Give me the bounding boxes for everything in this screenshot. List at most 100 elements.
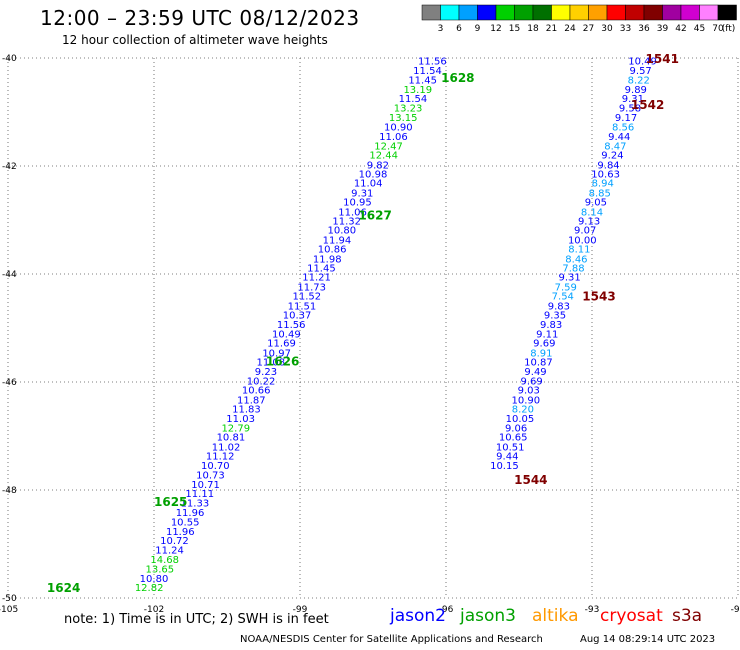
legend-altika: altika — [532, 606, 579, 626]
data-point-label: 11.83 — [232, 404, 261, 415]
data-point-label: 14.68 — [150, 555, 179, 566]
time-label: 1626 — [266, 354, 299, 368]
y-tick-label: -42 — [2, 162, 17, 172]
data-point-label: 9.17 — [615, 113, 637, 124]
data-point-label: 10.55 — [171, 517, 200, 528]
colorbar-label: 36 — [638, 24, 650, 34]
data-point-label: 9.23 — [255, 367, 277, 378]
data-point-label: 9.35 — [544, 311, 566, 322]
colorbar-label: 3 — [438, 24, 444, 34]
data-point-label: 11.21 — [302, 273, 331, 284]
colorbar-label: 6 — [456, 24, 462, 34]
data-point-label: 11.12 — [206, 451, 235, 462]
colorbar-swatch — [588, 4, 608, 21]
data-point-label: 11.98 — [313, 254, 342, 265]
legend-jason3: jason3 — [460, 606, 516, 626]
footer-credit: NOAA/NESDIS Center for Satellite Applica… — [240, 634, 543, 645]
data-point-label: 9.06 — [505, 423, 527, 434]
data-point-label: 8.91 — [530, 348, 552, 359]
colorbar-swatch — [569, 4, 589, 21]
data-point-label: 9.13 — [578, 217, 600, 228]
data-point-label: 11.06 — [338, 207, 367, 218]
data-point-label: 9.83 — [548, 301, 570, 312]
x-tick-label: -93 — [585, 605, 600, 615]
time-label: 1542 — [631, 98, 664, 112]
x-tick-label: -96 — [439, 605, 454, 615]
data-point-label: 9.69 — [533, 339, 555, 350]
data-point-label: 10.65 — [499, 433, 528, 444]
colorbar-swatch — [551, 4, 571, 21]
data-point-label: 10.51 — [496, 442, 525, 453]
data-point-label: 9.24 — [601, 151, 623, 162]
data-point-label: 9.49 — [524, 367, 546, 378]
colorbar-label: 18 — [527, 24, 539, 34]
colorbar-label: 45 — [694, 24, 705, 34]
data-point-label: 10.37 — [283, 311, 312, 322]
y-tick-label: -44 — [2, 270, 17, 280]
data-point-label: 9.07 — [574, 226, 596, 237]
data-point-label: 11.45 — [408, 76, 437, 87]
data-point-label: 8.47 — [604, 141, 626, 152]
colorbar-label: 24 — [564, 24, 576, 34]
data-point-label: 11.51 — [288, 301, 317, 312]
data-point-label: 8.85 — [589, 188, 611, 199]
data-point-label: 9.05 — [585, 198, 607, 209]
y-tick-label: -46 — [2, 378, 17, 388]
colorbar-label: 9 — [475, 24, 481, 34]
data-point-label: 11.94 — [323, 235, 352, 246]
y-tick-label: -50 — [2, 594, 17, 604]
time-label: 1541 — [646, 52, 679, 66]
data-point-label: 13.23 — [394, 104, 423, 115]
data-point-label: 10.15 — [490, 461, 519, 472]
legend-jason2: jason2 — [390, 606, 446, 626]
data-point-label: 10.49 — [272, 329, 301, 340]
data-point-label: 7.54 — [552, 292, 574, 303]
data-point-label: 11.33 — [181, 498, 210, 509]
data-point-label: 10.95 — [343, 198, 372, 209]
colorbar-unit: (ft) — [722, 24, 736, 34]
colorbar-label: 15 — [509, 24, 520, 34]
colorbar-swatch — [458, 4, 478, 21]
data-point-label: 13.15 — [389, 113, 418, 124]
data-point-label: 11.87 — [237, 395, 266, 406]
data-point-label: 10.63 — [591, 170, 620, 181]
data-point-label: 11.32 — [332, 217, 361, 228]
colorbar-label: 30 — [601, 24, 613, 34]
data-point-label: 7.59 — [555, 282, 577, 293]
colorbar-swatch — [421, 4, 441, 21]
data-point-label: 11.04 — [354, 179, 383, 190]
data-point-label: 9.58 — [619, 104, 641, 115]
data-point-label: 10.66 — [242, 386, 271, 397]
data-point-label: 12.79 — [221, 423, 250, 434]
data-point-label: 8.46 — [565, 254, 587, 265]
data-point-label: 9.44 — [608, 132, 630, 143]
time-label: 1624 — [47, 581, 80, 595]
data-point-label: 8.14 — [581, 207, 603, 218]
colorbar-label: 27 — [583, 24, 594, 34]
data-point-label: 10.81 — [217, 433, 246, 444]
data-point-label: 11.06 — [379, 132, 408, 143]
time-label: 1543 — [582, 290, 615, 304]
data-point-label: 13.65 — [146, 564, 175, 575]
y-tick-label: -40 — [2, 54, 17, 64]
data-point-label: 11.96 — [166, 527, 195, 538]
colorbar-swatch — [662, 4, 682, 21]
chart-title: 12:00 – 23:59 UTC 08/12/2023 — [40, 6, 360, 30]
footer-note: note: 1) Time is in UTC; 2) SWH is in fe… — [64, 612, 329, 627]
data-point-label: 10.71 — [191, 480, 220, 491]
colorbar-label: 42 — [675, 24, 686, 34]
data-point-label: 10.00 — [568, 235, 597, 246]
data-point-label: 9.31 — [622, 94, 644, 105]
data-point-label: 12.44 — [369, 151, 398, 162]
data-point-label: 9.84 — [597, 160, 619, 171]
data-point-label: 10.98 — [359, 170, 388, 181]
data-point-label: 9.31 — [558, 273, 580, 284]
time-label: 1625 — [154, 495, 187, 509]
colorbar-swatch — [495, 4, 515, 21]
data-point-label: 10.70 — [201, 461, 230, 472]
data-point-label: 9.11 — [536, 329, 558, 340]
colorbar-swatch — [477, 4, 497, 21]
data-point-label: 10.22 — [247, 376, 276, 387]
colorbar-swatch — [643, 4, 663, 21]
